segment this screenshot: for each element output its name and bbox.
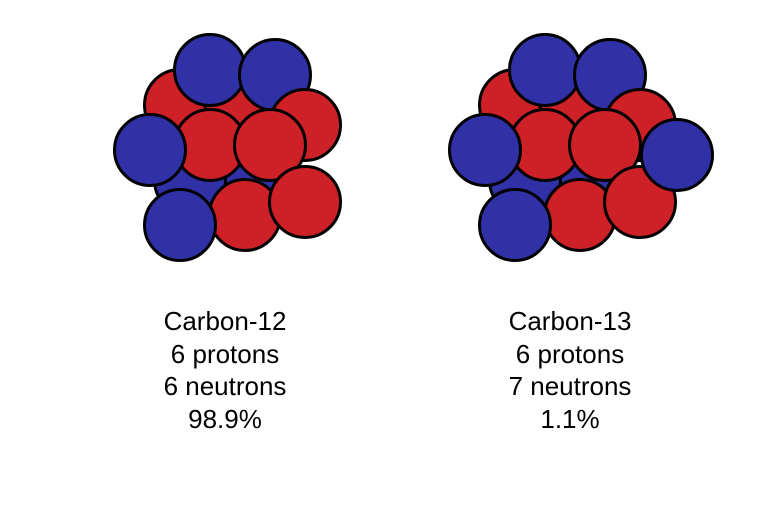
nucleus-cluster xyxy=(95,35,355,285)
isotope-labels: Carbon-13 6 protons 7 neutrons 1.1% xyxy=(430,305,710,435)
label-name: Carbon-12 xyxy=(95,305,355,338)
isotope-carbon-12: Carbon-12 6 protons 6 neutrons 98.9% xyxy=(95,35,355,435)
proton-particle xyxy=(268,165,342,239)
nucleus-cluster xyxy=(430,35,710,285)
isotope-labels: Carbon-12 6 protons 6 neutrons 98.9% xyxy=(95,305,355,435)
neutron-particle xyxy=(640,118,714,192)
label-abundance: 1.1% xyxy=(430,403,710,436)
neutron-particle xyxy=(113,113,187,187)
label-neutrons: 7 neutrons xyxy=(430,370,710,403)
label-protons: 6 protons xyxy=(430,338,710,371)
neutron-particle xyxy=(508,33,582,107)
isotope-carbon-13: Carbon-13 6 protons 7 neutrons 1.1% xyxy=(430,35,710,435)
neutron-particle xyxy=(448,113,522,187)
label-neutrons: 6 neutrons xyxy=(95,370,355,403)
neutron-particle xyxy=(478,188,552,262)
label-protons: 6 protons xyxy=(95,338,355,371)
label-name: Carbon-13 xyxy=(430,305,710,338)
neutron-particle xyxy=(143,188,217,262)
label-abundance: 98.9% xyxy=(95,403,355,436)
neutron-particle xyxy=(173,33,247,107)
